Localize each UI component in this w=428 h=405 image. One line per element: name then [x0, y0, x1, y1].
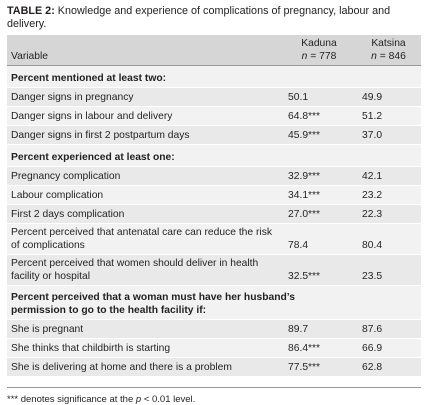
- data-row: Labour complication 34.1*** 23.2: [7, 185, 421, 205]
- value-cell: 45.9***: [288, 130, 321, 141]
- data-row: Danger signs in pregnancy 50.1 49.9: [7, 87, 421, 107]
- value-cell: 34.1***: [288, 190, 321, 201]
- footnote-symbol: p: [135, 394, 142, 405]
- sample-symbol: n: [371, 51, 377, 62]
- footnote-text: *** denotes significance at the: [7, 394, 134, 405]
- value-cell: 77.5***: [288, 362, 321, 373]
- sample-size: n = 778: [286, 50, 352, 63]
- value-cell: 23.2: [362, 190, 383, 201]
- table-caption: TABLE 2: Knowledge and experience of com…: [7, 5, 421, 31]
- column-name: Kaduna: [301, 38, 337, 49]
- column-name: Katsina: [371, 38, 406, 49]
- row-label: Danger signs in first 2 postpartum days: [11, 130, 190, 141]
- row-label: Percent perceived that antenatal care ca…: [11, 227, 273, 251]
- row-label: She thinks that childbirth is starting: [11, 343, 171, 354]
- row-label: Percent perceived that women should deli…: [11, 258, 259, 282]
- value-cell: 22.3: [362, 209, 383, 220]
- value-cell: 37.0: [362, 130, 383, 141]
- value-cell: 51.2: [362, 111, 383, 122]
- cell: [356, 286, 421, 320]
- row-label: Danger signs in pregnancy: [11, 92, 134, 103]
- data-row: She is pregnant 89.7 87.6: [7, 319, 421, 339]
- sample-symbol: n: [301, 51, 308, 62]
- caption-label: TABLE 2:: [7, 5, 55, 17]
- footnote-text: < 0.01 level.: [143, 394, 196, 405]
- section-row: Percent experienced at least one:: [7, 144, 421, 167]
- data-row: First 2 days complication 27.0*** 22.3: [7, 204, 421, 224]
- section-row: Percent mentioned at least two:: [7, 65, 421, 88]
- header-cell: Kaduna n = 778: [282, 35, 356, 66]
- sample-value: = 846: [379, 51, 406, 62]
- value-cell: 32.5***: [288, 271, 321, 282]
- footnote: *** denotes significance at the p < 0.01…: [7, 387, 421, 405]
- data-row: Danger signs in labour and delivery 64.8*…: [7, 106, 421, 126]
- value-cell: 64.8***: [288, 111, 321, 122]
- value-cell: 78.4: [288, 240, 309, 251]
- value-cell: 62.8: [362, 362, 383, 373]
- row-label: First 2 days complication: [11, 209, 125, 220]
- row-label: Labour complication: [11, 190, 104, 201]
- data-row: Percent perceived that women should deli…: [7, 254, 421, 286]
- value-cell: 66.9: [362, 343, 383, 354]
- value-cell: 89.7: [288, 324, 309, 335]
- header-row: Variable Kaduna n = 778 Katsina n = 846: [7, 35, 421, 66]
- value-cell: 27.0***: [288, 209, 321, 220]
- section-heading: Percent perceived that a woman must have…: [11, 292, 296, 316]
- section-heading: Percent mentioned at least two:: [11, 73, 167, 84]
- data-row: Pregnancy complication 32.9*** 42.1: [7, 166, 421, 186]
- sample-value: = 778: [310, 51, 337, 62]
- value-cell: 23.5: [362, 271, 383, 282]
- section-heading: Percent experienced at least one:: [11, 152, 175, 163]
- header-cell: Katsina n = 846: [356, 35, 421, 66]
- caption-text: Knowledge and experience of complication…: [7, 5, 391, 30]
- row-label: She is delivering at home and there is a…: [11, 362, 232, 373]
- table: Variable Kaduna n = 778 Katsina n = 846 Per…: [7, 35, 421, 377]
- row-label: Pregnancy complication: [11, 171, 121, 182]
- value-cell: 80.4: [362, 240, 383, 251]
- row-label: She is pregnant: [11, 324, 84, 335]
- value-cell: 49.9: [362, 92, 383, 103]
- cell: [356, 66, 421, 88]
- header-cell: Variable: [7, 35, 282, 66]
- data-row: She is delivering at home and there is a…: [7, 357, 421, 377]
- cell: [356, 145, 421, 167]
- sample-size: n = 846: [360, 50, 417, 63]
- value-cell: 86.4***: [288, 343, 321, 354]
- table-body: Percent mentioned at least two: Danger si…: [7, 65, 421, 377]
- value-cell: 42.1: [362, 171, 383, 182]
- row-label: Danger signs in labour and delivery: [11, 111, 173, 122]
- value-cell: 50.1: [288, 92, 309, 103]
- data-row: Percent perceived that antenatal care ca…: [7, 223, 421, 255]
- value-cell: 87.6: [362, 324, 383, 335]
- value-cell: 32.9***: [288, 171, 321, 182]
- data-row: She thinks that childbirth is starting 86…: [7, 338, 421, 358]
- section-row: Percent perceived that a woman must have…: [7, 285, 421, 320]
- data-row: Danger signs in first 2 postpartum days 4…: [7, 125, 421, 145]
